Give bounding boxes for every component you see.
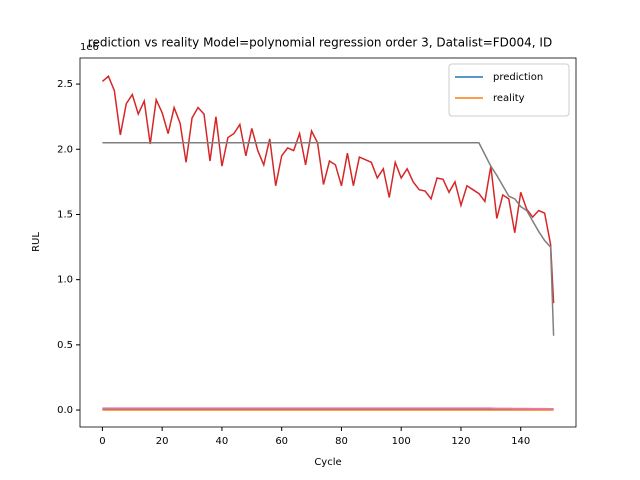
series-line	[101, 74, 555, 304]
x-tick-label: 100	[392, 436, 411, 447]
y-tick-label: 2.0	[57, 144, 73, 155]
x-tick-label: 40	[216, 436, 229, 447]
y-axis-label: RUL	[31, 232, 42, 252]
legend-label: reality	[493, 93, 525, 104]
x-tick-label: 80	[335, 436, 348, 447]
x-tick-label: 140	[511, 436, 530, 447]
x-tick-label: 120	[451, 436, 470, 447]
x-tick-label: 60	[275, 436, 288, 447]
y-tick-label: 1.0	[57, 275, 73, 286]
series-line	[102, 407, 554, 410]
x-tick-label: 20	[156, 436, 169, 447]
chart-title: rediction vs reality Model=polynomial re…	[88, 36, 552, 50]
x-tick-label: 0	[99, 436, 105, 447]
series-line	[102, 142, 555, 336]
legend-label: prediction	[493, 72, 543, 83]
plot-frame	[79, 57, 577, 428]
y-tick-label: 0.0	[57, 405, 73, 416]
y-tick-label: 2.5	[57, 79, 73, 90]
y-tick-label: 1.5	[57, 209, 73, 220]
y-tick-label: 0.5	[57, 340, 73, 351]
x-axis-label: Cycle	[314, 457, 341, 468]
y-offset-label: 1e6	[80, 42, 99, 53]
